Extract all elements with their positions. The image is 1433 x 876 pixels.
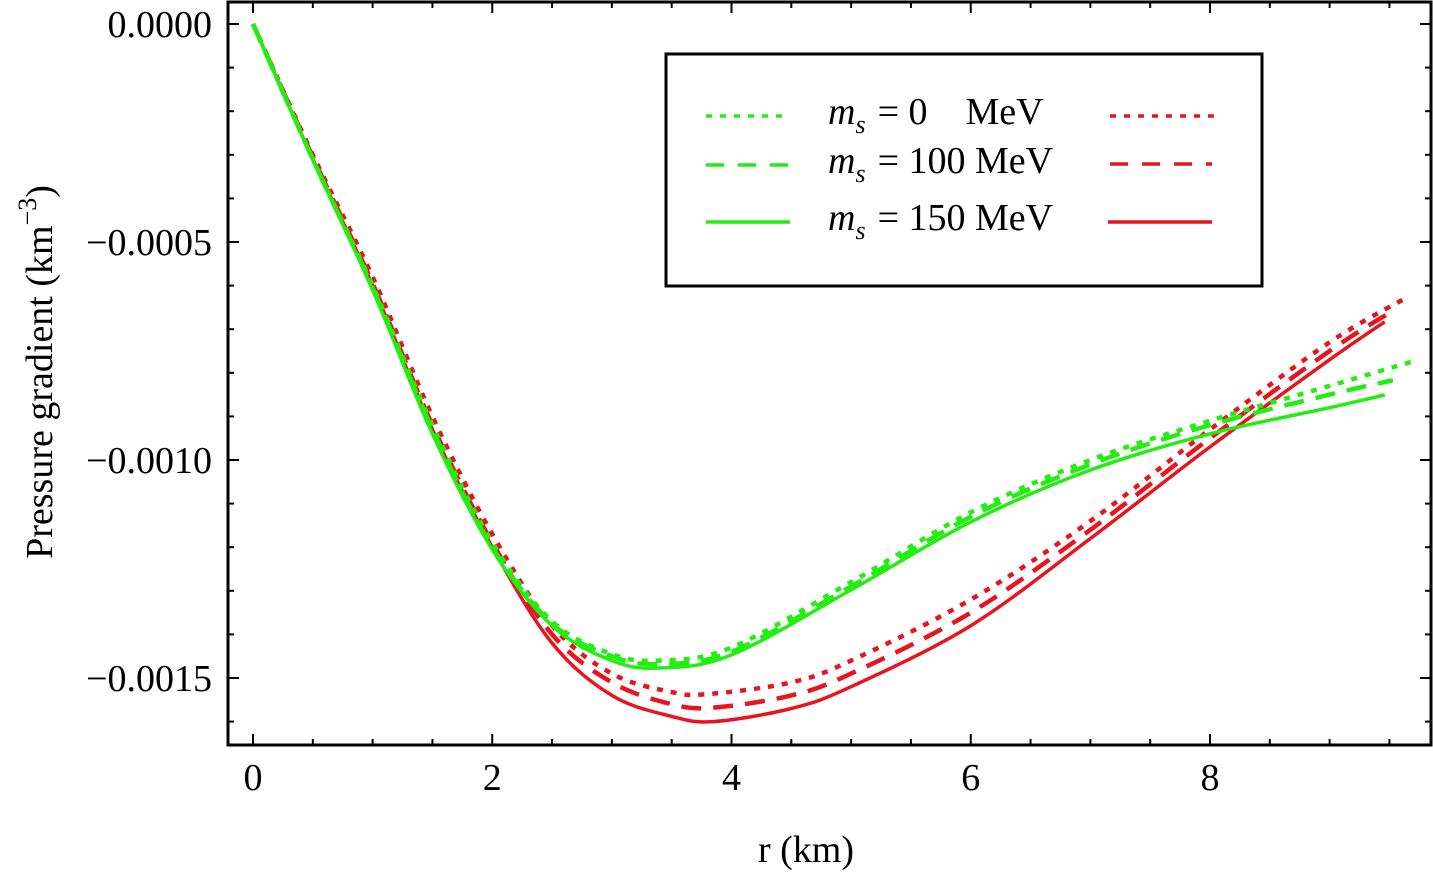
series-line-red-dotted [250, 23, 1408, 698]
legend-label: ms = 150 MeV [828, 197, 1054, 245]
x-tick-label: 2 [483, 757, 502, 799]
x-tick-label: 0 [244, 757, 263, 799]
legend-symbol: m [828, 197, 855, 239]
legend: ms = 0 MeV ms = 100 MeV ms = 150 MeV [664, 52, 1264, 288]
legend-text: = 150 MeV [878, 197, 1054, 239]
legend-subscript: s [855, 110, 865, 139]
y-tick-label: 0.0000 [108, 4, 213, 46]
legend-entry: ms = 150 MeV [706, 197, 1212, 245]
legend-symbol: m [828, 140, 855, 182]
series-line-green-solid [251, 23, 1386, 670]
x-tick-label: 6 [961, 757, 980, 799]
y-axis-title: Pressure gradient (km−3) [13, 185, 61, 559]
x-tick-label: 8 [1201, 757, 1220, 799]
legend-entry: ms = 0 MeV [706, 91, 1214, 139]
y-tick-label: −0.0005 [86, 222, 212, 264]
legend-label: ms = 100 MeV [828, 140, 1054, 188]
legend-box [664, 52, 1264, 288]
x-tick-label: 4 [722, 757, 741, 799]
x-tick-labels: 0 2 4 6 8 [244, 757, 1220, 799]
y-axis-title-main: Pressure gradient (km [19, 225, 61, 558]
y-tick-labels: 0.0000 −0.0005 −0.0010 −0.0015 [86, 4, 212, 700]
y-axis-title-close: ) [19, 185, 61, 198]
series-group [250, 23, 1412, 724]
legend-label: ms = 0 MeV [828, 91, 1044, 139]
y-tick-label: −0.0010 [86, 440, 212, 482]
tick-marks [228, 2, 1431, 745]
series-line-red-solid [251, 23, 1386, 724]
y-tick-label: −0.0015 [86, 658, 212, 700]
legend-symbol: m [828, 91, 855, 133]
x-axis-title: r (km) [758, 829, 854, 871]
legend-subscript: s [855, 159, 865, 188]
y-axis-title-exponent: −3 [13, 198, 42, 226]
legend-text: = 0 MeV [878, 91, 1045, 133]
legend-entry: ms = 100 MeV [706, 140, 1212, 188]
legend-subscript: s [855, 216, 865, 245]
series-line-red-dashed [250, 23, 1396, 711]
legend-text: = 100 MeV [878, 140, 1054, 182]
